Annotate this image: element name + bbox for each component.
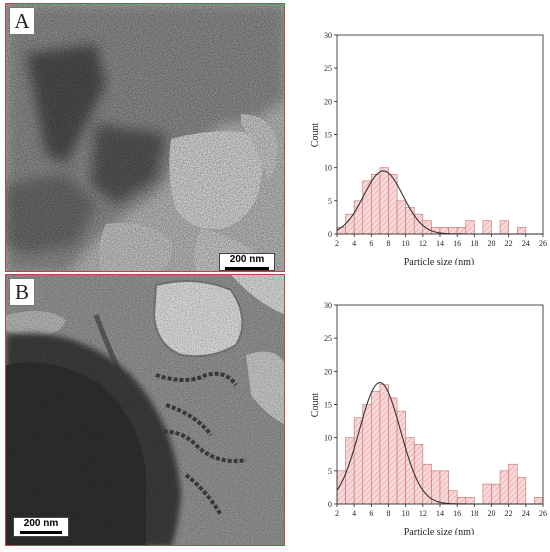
y-tick-label: 0 (328, 500, 332, 509)
scale-bar-label: 200 nm (229, 254, 265, 265)
x-tick-label: 8 (387, 239, 391, 248)
x-tick-label: 10 (402, 239, 410, 248)
y-tick-label: 20 (324, 367, 332, 376)
histogram-bar (516, 227, 527, 235)
x-tick-label: 16 (453, 509, 461, 518)
scale-bar-line (225, 267, 269, 270)
y-tick-label: 5 (328, 467, 332, 476)
histogram-bar (448, 490, 458, 505)
y-tick-label: 0 (328, 230, 332, 239)
y-tick-label: 30 (324, 31, 332, 40)
x-tick-label: 26 (539, 509, 547, 518)
x-tick-label: 4 (352, 509, 356, 518)
histogram-bar (379, 384, 389, 505)
histogram-bar (482, 220, 492, 235)
x-tick-label: 18 (470, 239, 478, 248)
x-axis-label: Particle size (nm) (404, 257, 475, 265)
histogram-bar (371, 174, 381, 235)
x-tick-label: 20 (488, 239, 496, 248)
x-tick-label: 4 (352, 239, 356, 248)
histogram-bar (413, 444, 424, 505)
y-tick-label: 10 (324, 434, 332, 443)
y-tick-label: 5 (328, 197, 332, 206)
x-tick-label: 12 (419, 509, 427, 518)
y-axis-label: Count (310, 393, 321, 418)
histogram-bar (534, 497, 544, 505)
x-tick-label: 6 (369, 509, 373, 518)
histogram-bar (362, 404, 372, 505)
x-tick-label: 18 (470, 509, 478, 518)
histogram-bar (448, 227, 458, 235)
histogram-bar (379, 167, 389, 235)
tem-image-b: B 200 nm (5, 274, 285, 546)
x-tick-label: 24 (522, 509, 530, 518)
panel-label-b: B (9, 278, 35, 306)
x-tick-label: 2 (335, 239, 339, 248)
x-tick-label: 6 (369, 239, 373, 248)
scale-bar-a: 200 nm (219, 253, 275, 271)
x-tick-label: 12 (419, 239, 427, 248)
histogram-bar (465, 220, 475, 235)
histogram-bar (422, 220, 432, 235)
y-tick-label: 25 (324, 334, 332, 343)
histogram-bar (491, 483, 501, 505)
histogram-bar (336, 227, 346, 235)
histogram-bar (499, 470, 509, 505)
x-tick-label: 2 (335, 509, 339, 518)
x-tick-label: 14 (436, 239, 444, 248)
panel-label-a: A (9, 7, 35, 35)
histogram-b: 0 5 10 15 20 25 30 2 4 6 8 10 12 14 16 18 20 22 24 26 Count… (300, 295, 550, 538)
tem-image-a: A 200 nm (5, 3, 285, 272)
histogram-bar (396, 200, 406, 235)
histogram-bar (482, 483, 492, 505)
x-tick-label: 26 (539, 239, 547, 248)
y-axis-label: Count (310, 123, 321, 148)
y-tick-label: 15 (324, 131, 332, 140)
y-tick-label: 30 (324, 301, 332, 310)
tem-micrograph-a (6, 4, 284, 271)
x-tick-label: 10 (402, 509, 410, 518)
histogram-bar (508, 463, 518, 505)
histogram-bar (353, 417, 364, 505)
histogram-bar (499, 220, 509, 235)
histogram-bar (439, 470, 449, 505)
y-tick-label: 20 (324, 97, 332, 106)
histogram-a: 0 5 10 15 20 25 30 2 4 6 8 10 12 14 16 18 20 22 24 26 Count… (300, 25, 550, 268)
y-tick-label: 15 (324, 401, 332, 410)
x-tick-label: 22 (505, 509, 513, 518)
histogram-bar (405, 207, 415, 235)
histogram-bar (465, 497, 475, 505)
scale-bar-line (20, 531, 62, 534)
scale-bar-b: 200 nm (13, 517, 69, 537)
x-tick-label: 24 (522, 239, 530, 248)
histogram-bar (345, 213, 355, 235)
x-tick-label: 8 (387, 509, 391, 518)
y-tick-label: 10 (324, 164, 332, 173)
histogram-bar (456, 497, 467, 505)
y-tick-label: 25 (324, 64, 332, 73)
x-tick-label: 20 (488, 509, 496, 518)
histogram-bar (371, 390, 381, 505)
tem-micrograph-b (6, 275, 284, 545)
x-tick-label: 14 (436, 509, 444, 518)
x-axis-label: Particle size (nm) (404, 527, 475, 535)
histogram-bar (516, 477, 527, 505)
histogram-bar (456, 227, 467, 235)
x-tick-label: 16 (453, 239, 461, 248)
histogram-bar (396, 410, 406, 505)
scale-bar-label: 200 nm (23, 518, 59, 529)
x-tick-label: 22 (505, 239, 513, 248)
